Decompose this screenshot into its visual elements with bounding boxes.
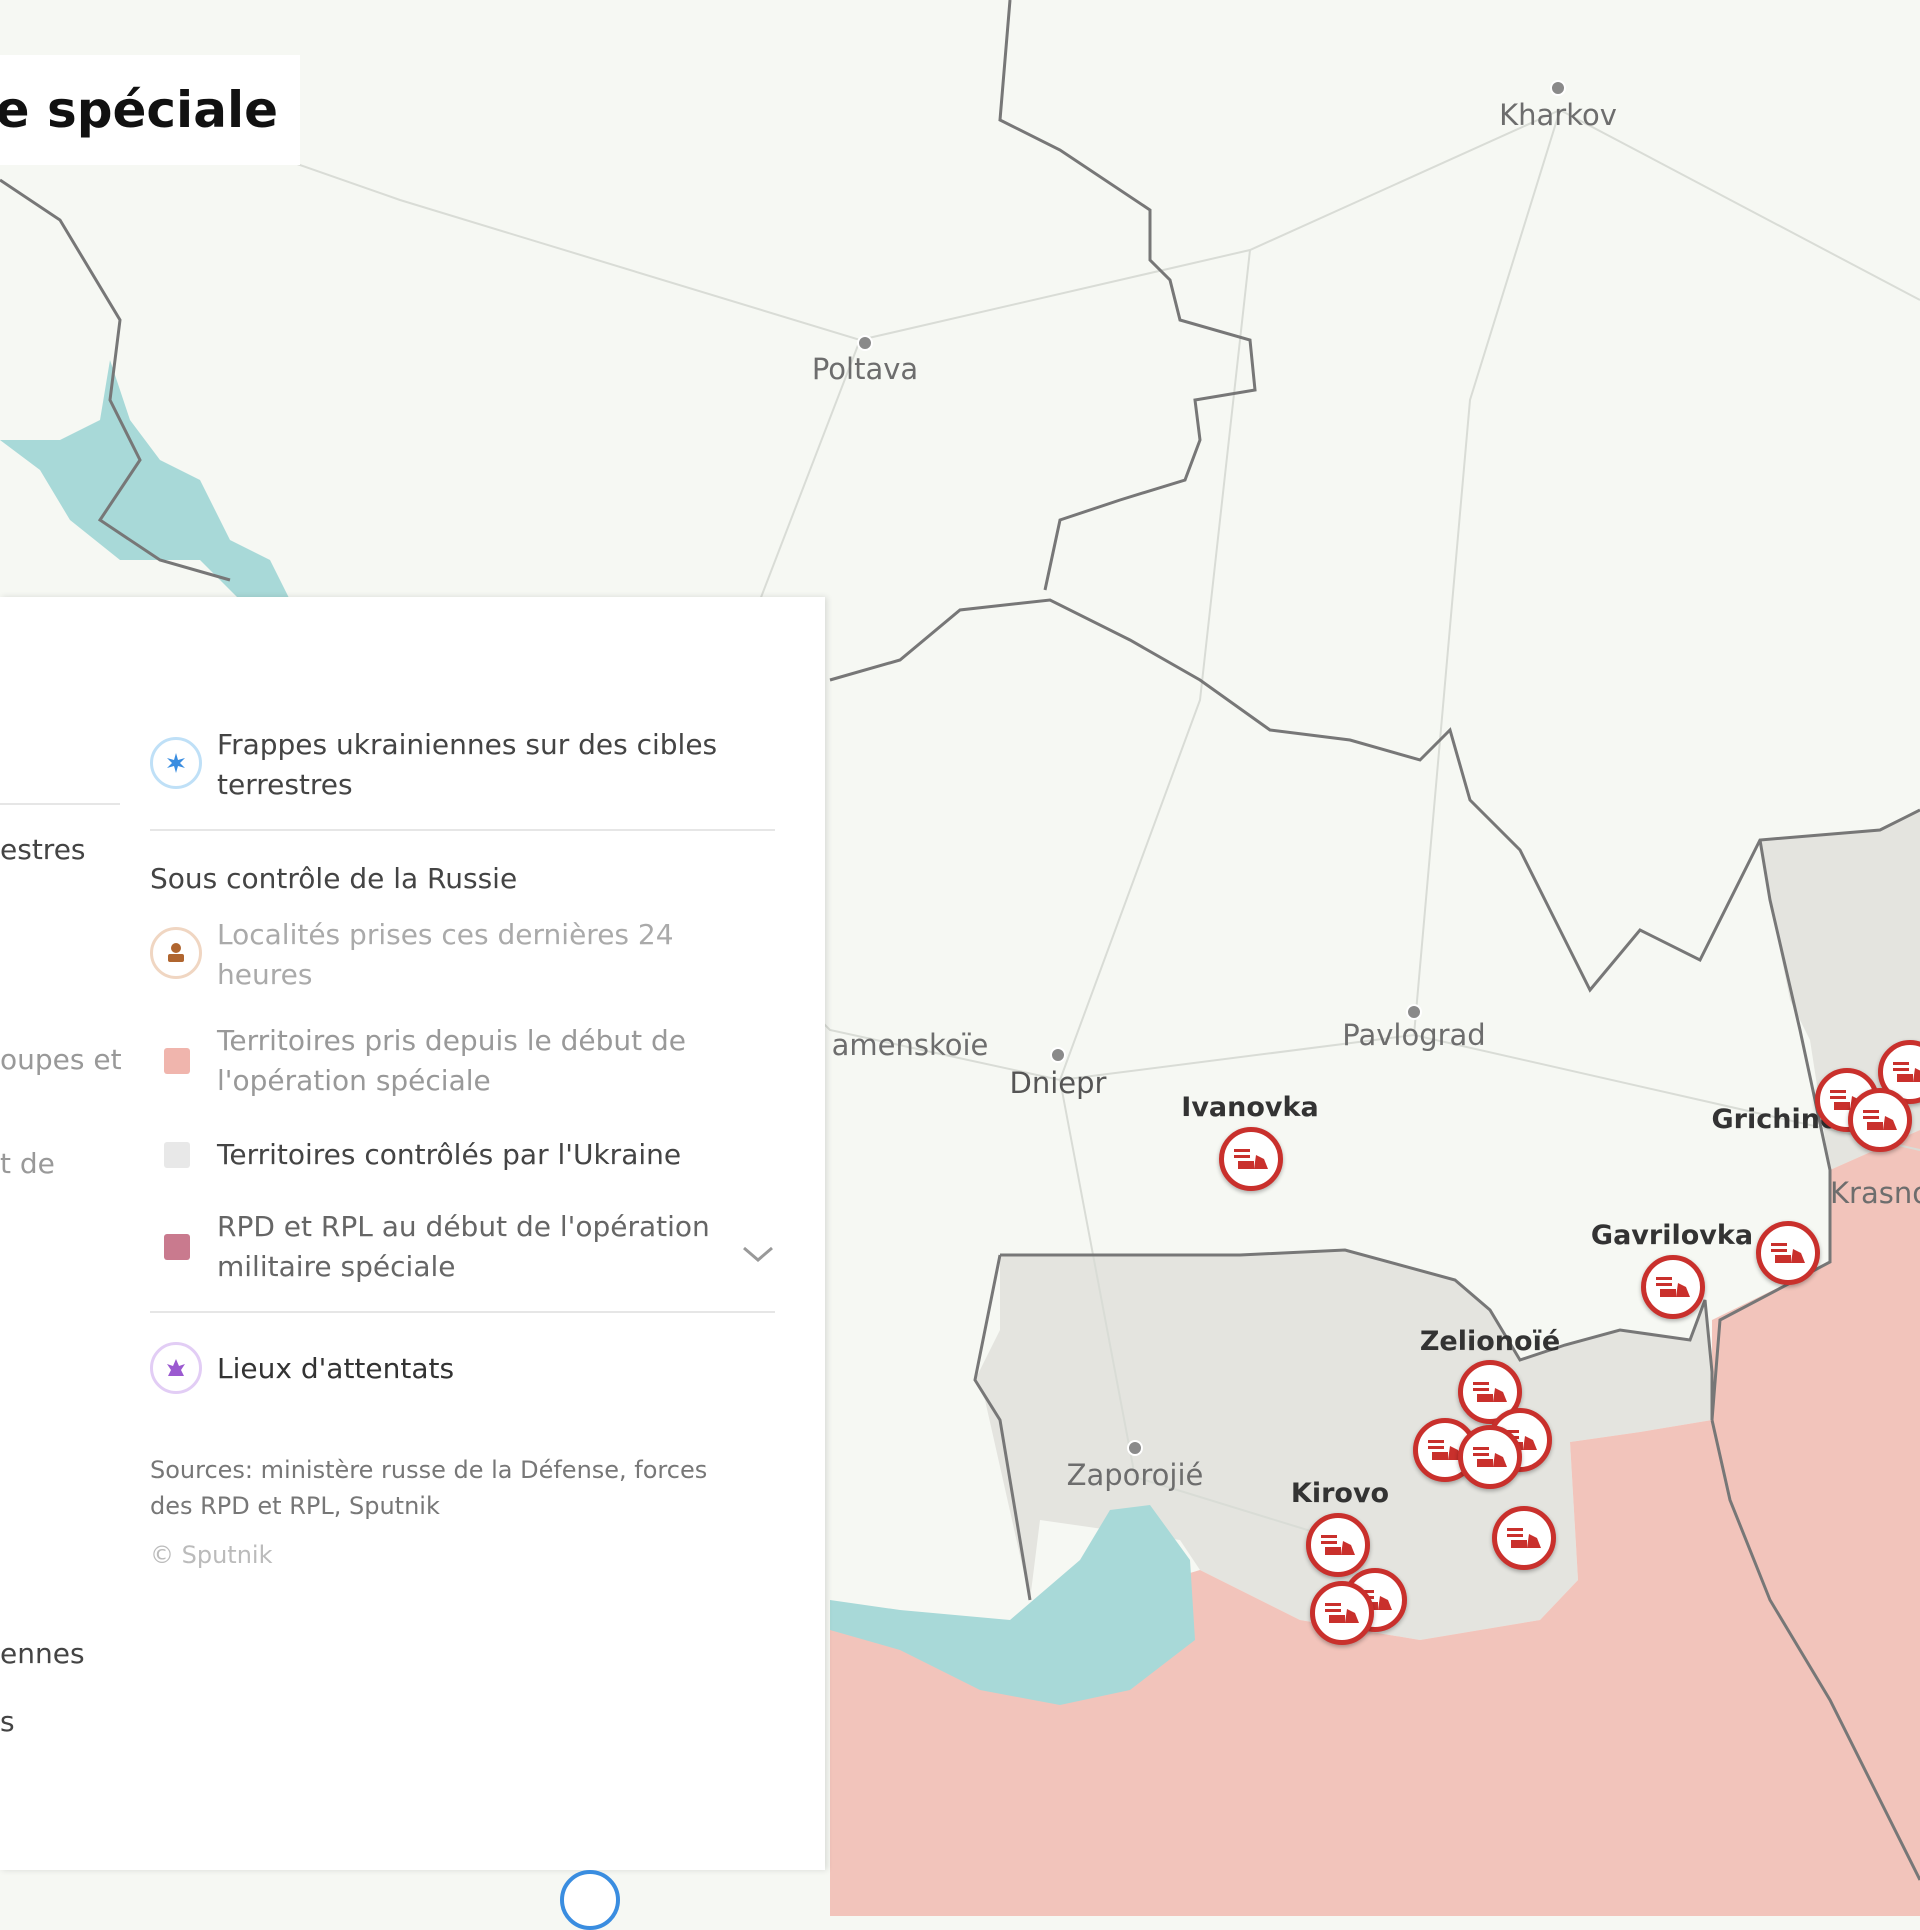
truck-attack-icon: [1507, 1528, 1541, 1548]
place-label-krasno: Krasno: [1830, 1176, 1920, 1210]
legend-left-text: ennes: [0, 1637, 85, 1670]
legend-left-text: oupes et: [0, 1043, 122, 1076]
place-label-zelionoie: Zelionoïé: [1419, 1326, 1561, 1357]
legend-item-rpd-rpl[interactable]: RPD et RPL au début de l'opération milit…: [217, 1210, 710, 1283]
truck-attack-icon: [1325, 1603, 1359, 1623]
divider: [0, 803, 120, 805]
place-label-ivanovka: Ivanovka: [1181, 1092, 1319, 1123]
attack-marker[interactable]: [1641, 1255, 1705, 1319]
city-dot: [1406, 1004, 1422, 1020]
map-title-box: e spéciale: [0, 55, 300, 165]
place-label-zaporojie: Zaporojié: [1066, 1458, 1204, 1492]
captured-locality-icon: [150, 927, 202, 979]
water-reservoir: [0, 360, 290, 600]
attack-marker[interactable]: [1306, 1513, 1370, 1577]
legend-item-attack-sites[interactable]: Lieux d'attentats: [217, 1352, 455, 1385]
attack-marker[interactable]: [1219, 1127, 1283, 1191]
place-label-pavlograd: Pavlograd: [1342, 1018, 1486, 1052]
city-dot: [1127, 1440, 1143, 1456]
truck-attack-icon: [1234, 1149, 1268, 1169]
swatch-ukraine-controlled: [164, 1142, 190, 1168]
place-label-kirovo: Kirovo: [1290, 1478, 1390, 1509]
swatch-russia-taken: [164, 1048, 190, 1074]
attack-marker[interactable]: [1458, 1425, 1522, 1489]
attack-marker[interactable]: [1848, 1088, 1912, 1152]
truck-attack-icon: [1473, 1447, 1507, 1467]
place-label-kharkov: Kharkov: [1499, 98, 1617, 132]
city-dot: [1550, 80, 1566, 96]
truck-attack-icon: [1473, 1382, 1507, 1402]
copyright-text: © Sputnik: [150, 1541, 273, 1569]
legend-item-strikes[interactable]: Frappes ukrainiennes sur des cibles terr…: [217, 728, 718, 801]
city-dot: [1050, 1047, 1066, 1063]
truck-attack-icon: [1893, 1062, 1920, 1082]
truck-attack-icon: [1771, 1243, 1805, 1263]
strike-icon: [150, 737, 202, 789]
russia-taken-area: [830, 1130, 1920, 1916]
legend-item-captured-localities[interactable]: Localités prises ces dernières 24 heures: [217, 918, 674, 991]
swatch-rpd-rpl: [164, 1234, 190, 1260]
legend-left-text: s: [0, 1705, 15, 1738]
truck-attack-icon: [1863, 1110, 1897, 1130]
truck-attack-icon: [1656, 1277, 1690, 1297]
legend-left-text: estres: [0, 833, 86, 866]
attack-site-icon: [150, 1342, 202, 1394]
place-label-poltava: Poltava: [811, 352, 919, 386]
truck-attack-icon: [1321, 1535, 1355, 1555]
water-kakhovka: [830, 1505, 1195, 1705]
divider: [150, 1311, 775, 1313]
sources-text: Sources: ministère russe de la Défense, …: [150, 1456, 708, 1520]
place-label-kamenskoie: amenskoïe: [831, 1028, 989, 1062]
legend-panel: estres oupes et t de ennes s Frappes ukr…: [0, 597, 825, 1870]
chevron-down-icon[interactable]: [740, 1242, 776, 1266]
map-title: e spéciale: [0, 81, 278, 139]
attack-marker[interactable]: [1310, 1581, 1374, 1645]
legend-item-ukraine-controlled[interactable]: Territoires contrôlés par l'Ukraine: [217, 1138, 682, 1171]
place-label-dniepr: Dniepr: [1009, 1066, 1107, 1100]
attack-marker[interactable]: [1756, 1221, 1820, 1285]
divider: [150, 829, 775, 831]
attack-marker[interactable]: [1492, 1506, 1556, 1570]
legend-section-title: Sous contrôle de la Russie: [150, 862, 518, 895]
place-label-gavrilovka: Gavrilovka: [1590, 1220, 1754, 1251]
legend-left-text: t de: [0, 1147, 55, 1180]
city-dot: [857, 335, 873, 351]
legend-item-russia-taken[interactable]: Territoires pris depuis le début de l'op…: [217, 1024, 687, 1097]
strike-marker[interactable]: [560, 1870, 620, 1930]
